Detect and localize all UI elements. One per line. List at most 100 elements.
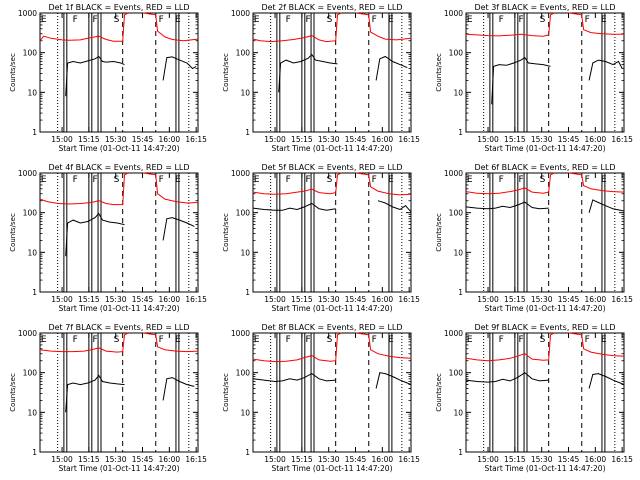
lld-line: [568, 172, 625, 193]
y-tick-label: 1: [32, 288, 37, 297]
events-line: [377, 200, 412, 213]
plot-frame: [39, 332, 199, 453]
y-tick-label: 100: [236, 209, 251, 218]
x-tick-label: 15:45: [132, 295, 154, 304]
marker-letter: F: [306, 335, 311, 345]
marker-letter: F: [286, 335, 291, 345]
y-tick-label: 1: [458, 448, 463, 457]
marker-letter: E: [467, 335, 473, 345]
y-tick-label: 100: [449, 369, 464, 378]
y-tick-label: 100: [236, 369, 251, 378]
events-line: [278, 53, 338, 93]
marker-letter: F: [519, 15, 524, 25]
lld-line: [39, 332, 129, 353]
x-axis-label: Start Time (01-Oct-11 14:47:20): [271, 464, 392, 473]
marker-letter: S: [114, 175, 120, 185]
chart-panel-9: Det 9f BLACK = Events, RED = LLD 1 10 100 10…: [435, 323, 633, 473]
y-tick-label: 1000: [444, 329, 463, 338]
plot-frame: [252, 332, 412, 453]
chart-panel-7: Det 7f BLACK = Events, RED = LLD 1 10 100 10…: [9, 323, 207, 473]
x-tick-label: 15:00: [51, 455, 73, 464]
x-axis-label: Start Time (01-Oct-11 14:47:20): [271, 304, 392, 313]
x-tick-label: 16:15: [398, 455, 420, 464]
y-tick-label: 10: [453, 248, 463, 257]
y-tick-label: 100: [23, 369, 38, 378]
plot-frame: [252, 12, 412, 133]
events-line: [65, 212, 125, 257]
y-axis-label: Counts/sec: [435, 373, 443, 412]
marker-letter: F: [499, 175, 504, 185]
marker-letter: E: [388, 335, 394, 345]
events-line: [252, 202, 336, 211]
chart-title: Det 1f BLACK = Events, RED = LLD: [48, 3, 189, 12]
y-tick-label: 1000: [231, 9, 250, 18]
marker-letter: S: [114, 15, 120, 25]
x-tick-label: 15:30: [531, 455, 553, 464]
marker-letter: F: [306, 175, 311, 185]
x-axis-label: Start Time (01-Oct-11 14:47:20): [58, 464, 179, 473]
x-axis-label: Start Time (01-Oct-11 14:47:20): [271, 144, 392, 153]
x-tick-label: 16:15: [398, 295, 420, 304]
x-tick-label: 16:00: [159, 455, 181, 464]
x-tick-label: 15:15: [504, 295, 526, 304]
marker-letter: E: [175, 15, 181, 25]
x-tick-label: 16:15: [185, 455, 207, 464]
marker-letter: E: [254, 175, 260, 185]
y-tick-label: 10: [240, 408, 250, 417]
chart-title: Det 5f BLACK = Events, RED = LLD: [261, 163, 402, 172]
y-tick-label: 1: [32, 448, 37, 457]
lld-line: [465, 12, 555, 37]
plot-frame: [465, 172, 625, 293]
x-axis-label: Start Time (01-Oct-11 14:47:20): [58, 144, 179, 153]
marker-letter: F: [93, 15, 98, 25]
y-tick-label: 10: [453, 88, 463, 97]
y-tick-label: 1: [245, 128, 250, 137]
x-tick-label: 15:45: [558, 135, 580, 144]
events-line: [588, 59, 623, 81]
x-axis-label: Start Time (01-Oct-11 14:47:20): [58, 304, 179, 313]
y-tick-label: 1000: [444, 9, 463, 18]
marker-letter: F: [499, 335, 504, 345]
y-tick-label: 1: [245, 448, 250, 457]
marker-letter: F: [73, 15, 78, 25]
y-axis-label: Counts/sec: [222, 213, 230, 252]
marker-letter: E: [388, 15, 394, 25]
x-tick-label: 16:15: [185, 295, 207, 304]
y-tick-label: 10: [27, 88, 37, 97]
x-tick-label: 15:00: [51, 295, 73, 304]
plot-frame: [465, 12, 625, 133]
x-tick-label: 15:45: [345, 295, 367, 304]
x-tick-label: 16:00: [372, 455, 394, 464]
x-tick-label: 15:30: [531, 295, 553, 304]
lld-line: [465, 172, 555, 195]
x-tick-label: 16:15: [185, 135, 207, 144]
chart-panel-1: Det 1f BLACK = Events, RED = LLD 1 10 100 10…: [9, 3, 207, 153]
marker-letter: E: [467, 175, 473, 185]
lld-line: [252, 172, 342, 195]
plot-frame: [39, 172, 199, 293]
x-tick-label: 15:15: [78, 295, 100, 304]
marker-letter: F: [585, 335, 590, 345]
y-axis-label: Counts/sec: [435, 213, 443, 252]
events-line: [162, 217, 195, 241]
y-axis-label: Counts/sec: [9, 373, 17, 412]
marker-letter: E: [175, 175, 181, 185]
lld-line: [568, 12, 624, 35]
chart-title: Det 2f BLACK = Events, RED = LLD: [261, 3, 402, 12]
lld-line: [568, 332, 625, 357]
x-tick-label: 16:00: [372, 295, 394, 304]
marker-letter: F: [159, 175, 164, 185]
lld-line: [39, 12, 129, 42]
marker-letter: E: [467, 15, 473, 25]
x-tick-label: 16:15: [611, 135, 633, 144]
y-tick-label: 100: [23, 49, 38, 58]
marker-letter: E: [601, 175, 607, 185]
y-axis-label: Counts/sec: [9, 213, 17, 252]
x-tick-label: 16:00: [159, 295, 181, 304]
lld-line: [355, 172, 412, 196]
x-tick-label: 15:00: [477, 295, 499, 304]
marker-letter: F: [159, 335, 164, 345]
y-axis-label: Counts/sec: [222, 53, 230, 92]
events-line: [65, 55, 125, 97]
marker-letter: F: [73, 335, 78, 345]
